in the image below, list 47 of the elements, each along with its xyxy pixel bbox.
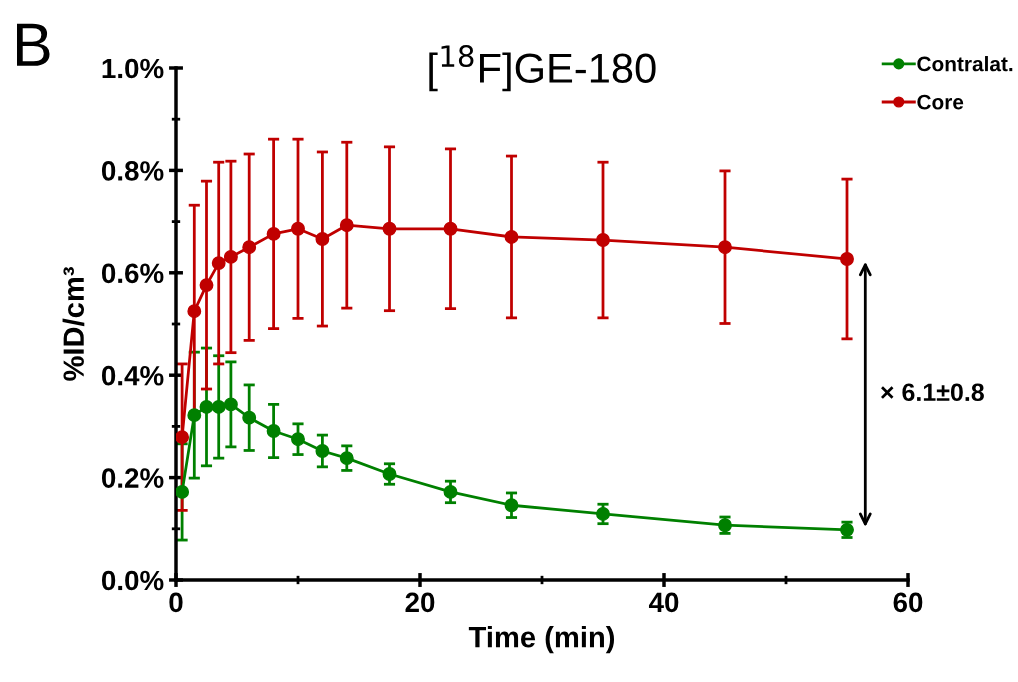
point: [504, 498, 519, 513]
point: [339, 218, 354, 233]
chart-title: [$^{18}$F]GE-180: [429, 45, 656, 92]
point: [504, 230, 519, 244]
point: [187, 408, 202, 423]
legend-label: Core: [917, 94, 964, 110]
point: [382, 467, 397, 481]
y-tick-label: 0.6%: [101, 263, 164, 284]
point: [223, 249, 238, 264]
x-tick-label: 0: [169, 592, 183, 613]
point: [315, 232, 330, 246]
legend-label: Contralat.: [917, 56, 1013, 72]
point: [339, 451, 354, 466]
text: B: [17, 23, 50, 66]
point: [596, 507, 610, 521]
x-tick-label: 60: [893, 592, 923, 613]
x-tick-label: 20: [405, 592, 435, 613]
point: [242, 410, 257, 425]
point: [291, 221, 305, 236]
point: [443, 221, 458, 236]
point: [718, 240, 732, 255]
point: [266, 424, 281, 438]
y-axis-title: %ID/cm³: [62, 267, 85, 381]
point: [176, 484, 190, 499]
point: [315, 444, 330, 458]
y-tick-label: 1.0%: [102, 58, 164, 79]
point: [840, 252, 854, 266]
point: [291, 432, 305, 447]
point: [242, 240, 257, 255]
point: [443, 484, 458, 499]
point: [223, 397, 238, 412]
x-axis-title: Time (min): [468, 626, 615, 654]
y-tick-label: 0.2%: [101, 468, 164, 488]
point: [199, 399, 214, 414]
y-tick-label: 0.8%: [101, 161, 164, 181]
x-tick-label: 40: [648, 592, 679, 613]
point: [211, 399, 226, 414]
annotation: × 6.1±0.8: [880, 383, 984, 402]
point: [187, 304, 202, 319]
y-tick-label: 0.4%: [101, 365, 164, 386]
point: [199, 278, 214, 293]
point: [211, 256, 226, 271]
point: [596, 233, 610, 247]
point: [382, 221, 397, 236]
y-tick-label: 0.0%: [101, 570, 164, 591]
point: [176, 430, 190, 445]
point: [266, 226, 281, 241]
